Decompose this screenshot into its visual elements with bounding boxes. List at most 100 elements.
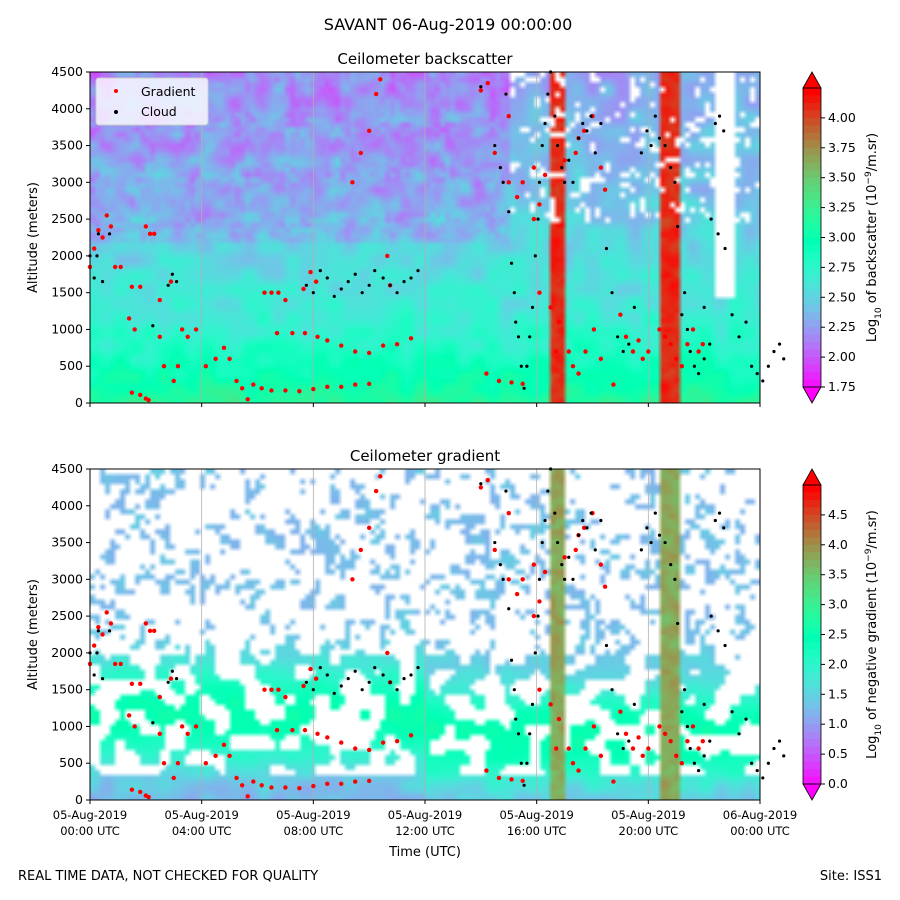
chart-panels: Ceilometer backscatter 0 500 1000 1500 2000 25… — [26, 50, 884, 860]
cloud-point — [621, 746, 625, 751]
gradient-point — [179, 724, 185, 729]
gradient-point — [138, 681, 143, 686]
gradient-point — [152, 231, 157, 237]
gradient-point — [138, 284, 143, 289]
colorbar-segment — [803, 559, 821, 568]
cloud-point — [717, 114, 722, 118]
cloud-point — [585, 129, 589, 133]
gradient-point — [685, 341, 690, 347]
colorbar-tick-label: 4.5 — [828, 507, 848, 522]
gradient-point — [325, 338, 330, 343]
colorbar-segment — [803, 237, 821, 246]
colorbar-label-part: 10 — [874, 307, 884, 319]
gradient-point — [366, 381, 372, 387]
gradient-point — [315, 334, 320, 339]
cloud-point — [649, 143, 653, 148]
cloud-point — [750, 761, 754, 765]
colorbar-segment — [803, 364, 821, 373]
gradient-point — [157, 731, 162, 736]
gradient-point — [700, 738, 705, 744]
gradient-point — [576, 371, 581, 376]
gradient-point — [520, 381, 525, 387]
gradient-point — [274, 330, 280, 336]
cloud-point — [504, 489, 508, 493]
gradient-point — [366, 128, 372, 134]
gradient-point — [353, 779, 358, 784]
gradient-point — [118, 661, 123, 667]
gradient-point — [542, 569, 548, 575]
colorbar-segment — [803, 349, 821, 358]
gradient-point — [221, 742, 227, 748]
y-tick-label: 3000 — [51, 174, 83, 189]
gradient-point — [350, 180, 355, 185]
gradient-point — [339, 781, 344, 787]
cloud-point — [395, 688, 399, 692]
x-tick-label-time: 12:00 UTC — [395, 824, 455, 838]
cloud-point — [663, 540, 667, 545]
cloud-point — [339, 684, 343, 688]
gradient-point — [700, 341, 705, 347]
cloud-point — [339, 287, 343, 291]
cloud-point — [683, 291, 687, 295]
cloud-point — [533, 254, 537, 258]
gradient-point — [623, 334, 629, 339]
colorbar-segment — [803, 522, 821, 531]
cloud-point — [304, 680, 308, 684]
colorbar-segment — [803, 207, 821, 216]
colorbar-extend-bottom — [802, 386, 822, 404]
chart-panel-2: Ceilometer gradient 0 500 1000 1500 2000 2500 3… — [26, 447, 884, 860]
gradient-point — [611, 779, 616, 784]
cloud-point — [318, 269, 322, 273]
cloud-point — [645, 526, 649, 530]
cloud-point — [318, 666, 322, 670]
cloud-point — [627, 739, 631, 743]
gradient-point — [239, 386, 245, 391]
gradient-point — [353, 746, 358, 751]
colorbar-segment — [803, 274, 821, 283]
gradient-point — [161, 364, 167, 369]
gradient-point — [315, 731, 320, 736]
gradient-point — [301, 286, 306, 292]
gradient-point — [598, 356, 604, 362]
y-tick-label: 1500 — [51, 682, 83, 697]
colorbar-segment — [803, 544, 821, 553]
gradient-point — [556, 319, 562, 325]
gradient-point — [570, 364, 576, 369]
cloud-point — [683, 688, 687, 692]
cloud-point — [585, 526, 589, 530]
gradient-point — [646, 349, 651, 354]
gradient-point — [269, 687, 274, 692]
y-tick-label: 0 — [75, 792, 83, 807]
cloud-point — [730, 313, 734, 317]
gradient-point — [91, 246, 97, 251]
cloud-point — [599, 121, 603, 126]
gradient-point — [573, 547, 578, 553]
cloud-point — [479, 85, 483, 89]
gradient-point — [373, 91, 379, 97]
colorbar-tick-label: 1.0 — [828, 716, 848, 731]
chart-panel-1: Ceilometer backscatter 0 500 1000 1500 2000 25… — [26, 50, 884, 410]
cloud-point — [761, 379, 765, 383]
colorbar-segment — [803, 147, 821, 156]
cloud-point — [562, 577, 567, 581]
cloud-point — [777, 342, 782, 346]
colorbar-segment — [803, 552, 821, 561]
y-tick-label: 500 — [59, 755, 83, 770]
cloud-point — [100, 280, 105, 284]
colorbar-segment — [803, 117, 821, 126]
cloud-point — [95, 651, 99, 655]
cloud-point — [381, 673, 385, 677]
gradient-point — [301, 683, 306, 689]
colorbar-tick-label: 3.5 — [828, 567, 848, 582]
cloud-point — [657, 533, 662, 537]
gradient-point — [193, 327, 199, 332]
y-axis-label: Altitude (meters) — [26, 182, 41, 293]
colorbar-segment — [803, 282, 821, 291]
cloud-point — [409, 673, 413, 677]
cloud-point — [722, 129, 726, 133]
gradient-point — [353, 349, 358, 354]
gradient-point — [598, 165, 604, 170]
gradient-point — [646, 746, 651, 751]
x-tick-label-time: 00:00 UTC — [730, 824, 790, 838]
gradient-point — [598, 562, 604, 567]
